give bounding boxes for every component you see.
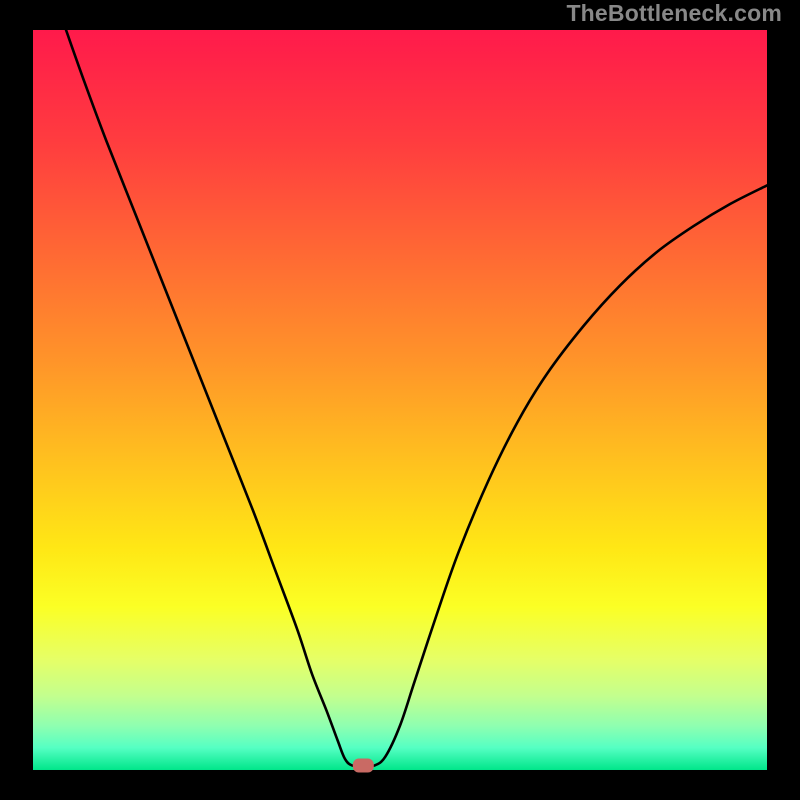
valley-marker [353, 759, 374, 773]
chart-canvas: TheBottleneck.com [0, 0, 800, 800]
plot-background [33, 30, 767, 770]
watermark-text: TheBottleneck.com [566, 0, 782, 27]
chart-svg [0, 0, 800, 800]
